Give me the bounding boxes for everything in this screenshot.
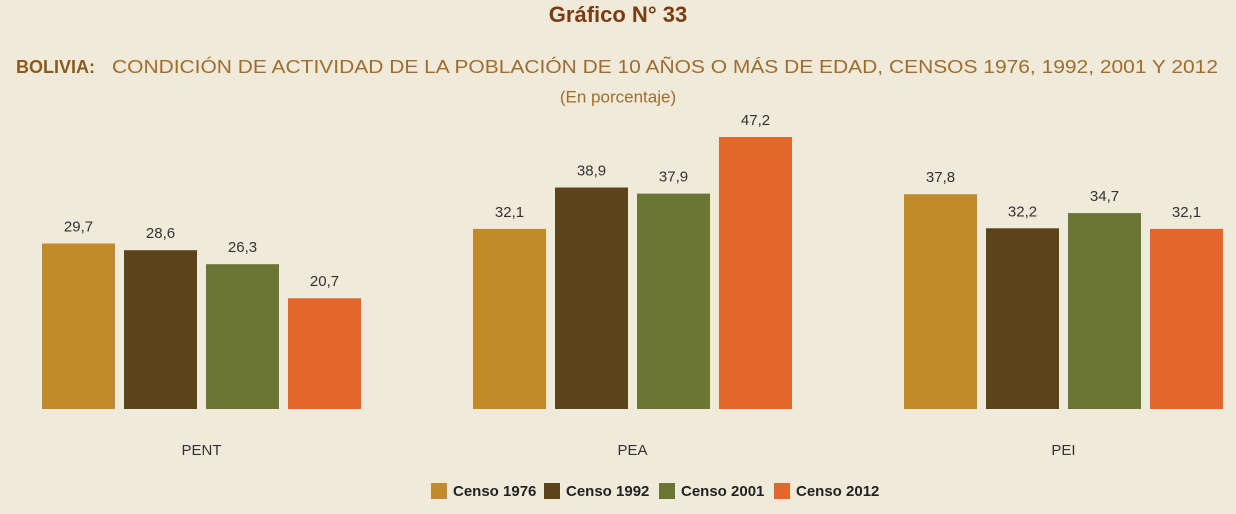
data-label: 32,2 — [1008, 203, 1037, 220]
chart-title: Gráfico N° 33 — [549, 2, 687, 27]
data-label: 34,7 — [1090, 188, 1119, 205]
data-label: 47,2 — [741, 112, 770, 129]
subtitle-lead: BOLIVIA: — [16, 57, 95, 77]
bar — [1068, 213, 1141, 409]
bar — [719, 137, 792, 410]
data-label: 28,6 — [146, 225, 175, 242]
data-label: 37,8 — [926, 169, 955, 186]
bar — [986, 228, 1059, 409]
data-label: 26,3 — [228, 239, 257, 256]
legend-swatch — [659, 483, 675, 499]
data-label: 20,7 — [310, 273, 339, 290]
bar — [904, 194, 977, 409]
bar — [288, 298, 361, 409]
bar — [124, 250, 197, 409]
legend-label: Censo 1976 — [453, 483, 536, 500]
data-label: 32,1 — [1172, 204, 1201, 221]
unit-note: (En porcentaje) — [560, 87, 676, 106]
data-label: 38,9 — [577, 163, 606, 180]
legend-label: Censo 1992 — [566, 483, 649, 500]
bar — [206, 264, 279, 409]
bar — [473, 228, 546, 409]
x-tick-label: PEI — [1051, 442, 1075, 459]
legend-swatch — [431, 483, 447, 499]
data-label: 37,9 — [659, 169, 688, 186]
legend-label: Censo 2012 — [796, 483, 879, 500]
bar — [42, 243, 115, 409]
legend-swatch — [774, 483, 790, 499]
x-tick-label: PENT — [181, 442, 221, 459]
bar — [637, 193, 710, 409]
bar — [1150, 228, 1223, 409]
x-tick-label: PEA — [617, 442, 647, 459]
data-label: 32,1 — [495, 204, 524, 221]
data-label: 29,7 — [64, 218, 93, 235]
bar — [555, 187, 628, 409]
legend-swatch — [544, 483, 560, 499]
subtitle: CONDICIÓN DE ACTIVIDAD DE LA POBLACIÓN D… — [112, 56, 1218, 77]
legend-label: Censo 2001 — [681, 483, 764, 500]
